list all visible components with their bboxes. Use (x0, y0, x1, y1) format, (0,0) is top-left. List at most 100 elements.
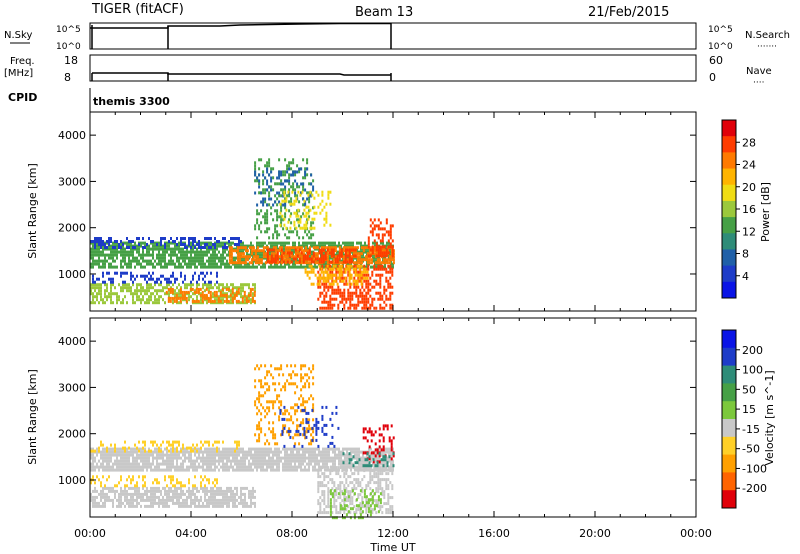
scatter-cell (208, 286, 210, 290)
scatter-cell (250, 456, 252, 460)
scatter-cell (292, 230, 295, 234)
scatter-cell (102, 453, 104, 457)
scatter-cell (252, 486, 254, 490)
scatter-cell (244, 468, 246, 472)
scatter-cell (354, 450, 356, 454)
scatter-cell (190, 504, 192, 508)
scatter-cell (344, 254, 347, 258)
scatter-cell (268, 236, 271, 240)
scatter-cell (286, 468, 288, 472)
scatter-cell (254, 459, 256, 463)
scatter-cell (377, 233, 380, 237)
scatter-cell (238, 252, 241, 256)
scatter-cell (120, 498, 122, 502)
scatter-cell (196, 283, 198, 287)
scatter-cell (128, 465, 130, 469)
scatter-cell (258, 427, 261, 431)
scatter-cell (142, 237, 144, 240)
scatter-cell (356, 468, 358, 472)
scatter-cell (292, 450, 294, 454)
scatter-cell (142, 253, 144, 257)
scatter-cell (254, 161, 257, 165)
scatter-cell (328, 241, 330, 245)
scatter-cell (369, 224, 372, 228)
scatter-cell (284, 459, 286, 463)
scatter-cell (280, 254, 283, 258)
scatter-cell (118, 447, 120, 451)
scatter-cell (223, 293, 226, 297)
scatter-cell (194, 271, 196, 275)
scatter-cell (158, 495, 160, 499)
scatter-cell (212, 295, 214, 299)
scatter-cell (305, 226, 308, 230)
scatter-cell (262, 241, 264, 245)
scatter-cell (260, 459, 262, 463)
scatter-cell (302, 257, 305, 261)
scatter-cell (130, 486, 132, 490)
scatter-cell (206, 450, 208, 454)
scatter-cell (188, 453, 190, 457)
scatter-cell (98, 283, 100, 287)
scatter-cell (166, 498, 168, 502)
scatter-cell (369, 248, 372, 252)
scatter-cell (381, 267, 384, 271)
scatter-cell (142, 495, 144, 499)
scatter-cell (110, 292, 112, 296)
scatter-cell (146, 486, 148, 490)
scatter-cell (230, 450, 232, 454)
scatter-cell (204, 265, 206, 269)
scatter-cell (262, 188, 265, 192)
scatter-cell (130, 465, 132, 469)
scatter-cell (280, 241, 282, 245)
scatter-cell (100, 456, 102, 460)
scatter-cell (349, 300, 352, 304)
scatter-cell (224, 489, 226, 493)
scatter-cell (304, 453, 306, 457)
scatter-cell (160, 492, 162, 496)
scatter-cell (150, 440, 152, 444)
scatter-cell (140, 283, 142, 287)
scatter-cell (136, 247, 138, 251)
scatter-cell (100, 295, 102, 299)
scatter-cell (342, 447, 344, 451)
scatter-cell (227, 299, 230, 303)
scatter-cell (327, 303, 330, 307)
scatter-cell (383, 306, 386, 310)
scatter-cell (176, 265, 178, 269)
scatter-cell (144, 462, 146, 466)
scatter-cell (312, 465, 314, 469)
scatter-cell (136, 295, 138, 299)
scatter-cell (306, 191, 309, 195)
scatter-cell (158, 241, 160, 245)
scatter-cell (184, 243, 186, 246)
scatter-cell (381, 227, 384, 231)
scatter-cell (282, 170, 285, 174)
scatter-cell (340, 254, 343, 258)
scatter-cell (175, 296, 178, 300)
scatter-cell (230, 252, 233, 256)
scatter-cell (332, 456, 334, 460)
scatter-cell (325, 294, 328, 298)
scatter-cell (230, 462, 232, 466)
scatter-cell (208, 504, 210, 508)
scatter-cell (160, 253, 162, 257)
scatter-cell (118, 453, 120, 457)
scatter-cell (322, 276, 325, 280)
scatter-cell (389, 267, 392, 271)
scatter-cell (244, 501, 246, 505)
scatter-cell (197, 290, 200, 294)
scatter-cell (369, 218, 372, 222)
scatter-cell (98, 504, 100, 508)
scatter-cell (108, 247, 110, 251)
scatter-cell (258, 424, 261, 428)
scatter-cell (106, 495, 108, 499)
scatter-cell (234, 256, 236, 260)
scatter-cell (264, 250, 266, 254)
scatter-cell (286, 447, 288, 451)
scatter-cell (106, 498, 108, 502)
scatter-cell (320, 260, 323, 264)
scatter-cell (251, 296, 254, 300)
scatter-cell (356, 273, 359, 277)
scatter-cell (264, 188, 267, 192)
scatter-cell (204, 484, 206, 488)
